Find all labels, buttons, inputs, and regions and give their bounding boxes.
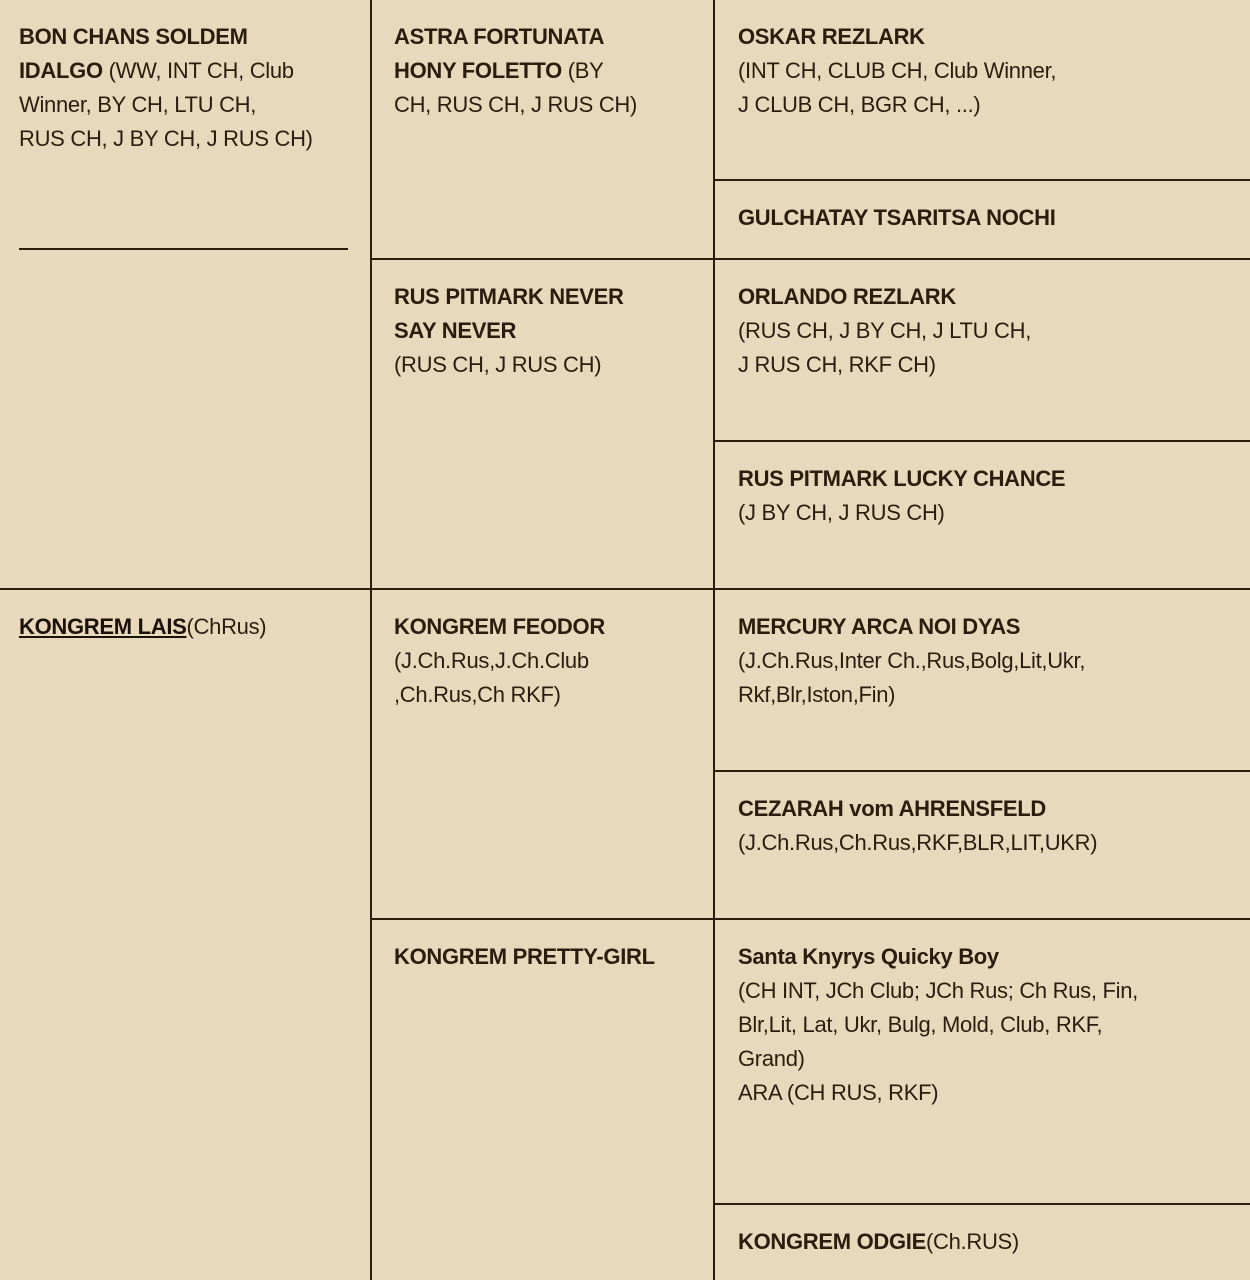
great-grandparent-cell: RUS PITMARK LUCKY CHANCE (J BY CH, J RUS… [738, 442, 1243, 530]
grandparent-titles: (RUS CH, J RUS CH) [394, 352, 602, 377]
dam-name-link[interactable]: KONGREM LAIS [19, 614, 187, 639]
grandparent-name: KONGREM PRETTY-GIRL [394, 944, 655, 969]
row-divider [713, 1203, 1250, 1205]
great-grandparent-cell: Santa Knyrys Quicky Boy (CH INT, JCh Clu… [738, 920, 1243, 1110]
row-divider [713, 440, 1250, 442]
great-grandparent-name: KONGREM ODGIE [738, 1229, 926, 1254]
great-grandparent-cell: ORLANDO REZLARK (RUS CH, J BY CH, J LTU … [738, 260, 1243, 382]
great-grandparent-name: Santa Knyrys Quicky Boy [738, 944, 999, 969]
grandparent-titles: (J.Ch.Rus,J.Ch.Club ,Ch.Rus,Ch RKF) [394, 648, 589, 707]
dam-cell: KONGREM LAIS(ChRus) [19, 590, 359, 644]
row-divider [0, 588, 1250, 590]
great-grandparent-name: GULCHATAY TSARITSA NOCHI [738, 205, 1056, 230]
sire-cell: BON CHANS SOLDEM IDALGO (WW, INT CH, Clu… [19, 0, 359, 156]
great-grandparent-titles: (J.Ch.Rus,Inter Ch.,Rus,Bolg,Lit,Ukr, Rk… [738, 648, 1086, 707]
great-grandparent-cell: MERCURY ARCA NOI DYAS (J.Ch.Rus,Inter Ch… [738, 590, 1243, 712]
grandparent-name: RUS PITMARK NEVER SAY NEVER [394, 284, 624, 343]
great-grandparent-cell: KONGREM ODGIE(Ch.RUS) [738, 1205, 1243, 1259]
row-divider [713, 179, 1250, 181]
sire-titles: (WW, INT CH, Club Winner, BY CH, LTU CH,… [19, 58, 313, 151]
dam-titles: (ChRus) [186, 614, 267, 639]
great-grandparent-titles: (RUS CH, J BY CH, J LTU CH, J RUS CH, RK… [738, 318, 1032, 377]
column-divider [370, 0, 372, 1280]
great-grandparent-titles: (J.Ch.Rus,Ch.Rus,RKF,BLR,LIT,UKR) [738, 830, 1098, 855]
column-divider [713, 0, 715, 1280]
row-divider [370, 918, 1250, 920]
row-divider [370, 258, 1250, 260]
great-grandparent-cell: GULCHATAY TSARITSA NOCHI [738, 181, 1243, 235]
row-divider [713, 770, 1250, 772]
great-grandparent-titles: (J BY CH, J RUS CH) [738, 500, 945, 525]
grandparent-titles: (BY CH, RUS CH, J RUS CH) [394, 58, 638, 117]
grandparent-name: ASTRA FORTUNATA HONY FOLETTO [394, 24, 605, 83]
grandparent-cell: KONGREM PRETTY-GIRL [394, 920, 709, 974]
great-grandparent-name: ORLANDO REZLARK [738, 284, 956, 309]
grandparent-name: KONGREM FEODOR [394, 614, 605, 639]
great-grandparent-name: RUS PITMARK LUCKY CHANCE [738, 466, 1066, 491]
great-grandparent-titles: (Ch.RUS) [926, 1229, 1019, 1254]
sire-underline [19, 248, 348, 250]
great-grandparent-titles: (CH INT, JCh Club; JCh Rus; Ch Rus, Fin,… [738, 978, 1138, 1105]
great-grandparent-titles: (INT CH, CLUB CH, Club Winner, J CLUB CH… [738, 58, 1057, 117]
grandparent-cell: KONGREM FEODOR (J.Ch.Rus,J.Ch.Club ,Ch.R… [394, 590, 709, 712]
great-grandparent-cell: CEZARAH vom AHRENSFELD (J.Ch.Rus,Ch.Rus,… [738, 772, 1243, 860]
grandparent-cell: RUS PITMARK NEVER SAY NEVER (RUS CH, J R… [394, 260, 709, 382]
grandparent-cell: ASTRA FORTUNATA HONY FOLETTO (BY CH, RUS… [394, 0, 709, 122]
great-grandparent-cell: OSKAR REZLARK (INT CH, CLUB CH, Club Win… [738, 0, 1243, 122]
sire-name: BON CHANS SOLDEM IDALGO [19, 24, 248, 83]
great-grandparent-name: CEZARAH vom AHRENSFELD [738, 796, 1046, 821]
great-grandparent-name: OSKAR REZLARK [738, 24, 925, 49]
great-grandparent-name: MERCURY ARCA NOI DYAS [738, 614, 1021, 639]
